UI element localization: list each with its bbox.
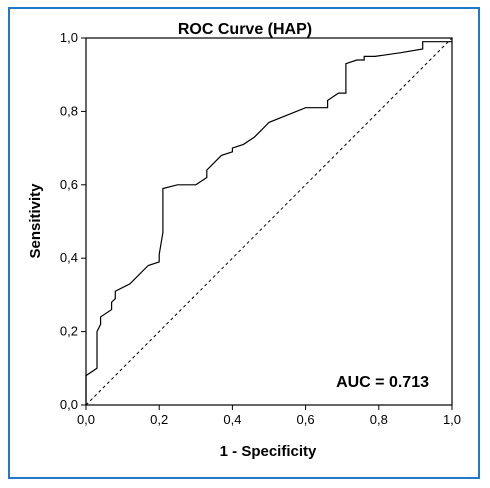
x-tick-label: 0,2 [150,412,168,427]
y-tick-label: 0,6 [60,177,78,192]
y-tick-label: 0,0 [60,397,78,412]
x-axis-label: 1 - Specificity [220,443,317,460]
reference-diagonal-line [85,37,453,406]
x-tick-label: 0,6 [297,412,315,427]
x-tick-label: 1,0 [443,412,461,427]
y-tick-label: 1,0 [60,30,78,45]
auc-annotation: AUC = 0.713 [336,374,429,391]
roc-curve-line [85,41,452,405]
y-tick-label: 0,2 [60,324,78,339]
x-tick-label: 0,4 [223,412,241,427]
plot-area: 0,0 0,2 0,4 0,6 0,8 1,0 0,0 0,2 0,4 0,6 0,8 1,0 [60,30,461,427]
y-tick-label: 0,8 [60,103,78,118]
chart-frame [8,7,480,479]
y-tick-label: 0,4 [60,250,78,265]
x-tick-label: 0,0 [77,412,95,427]
y-axis-label: Sensitivity [27,183,44,259]
x-tick-label: 0,8 [370,412,388,427]
chart-title: ROC Curve (HAP) [178,21,312,38]
plot-border [85,37,453,406]
